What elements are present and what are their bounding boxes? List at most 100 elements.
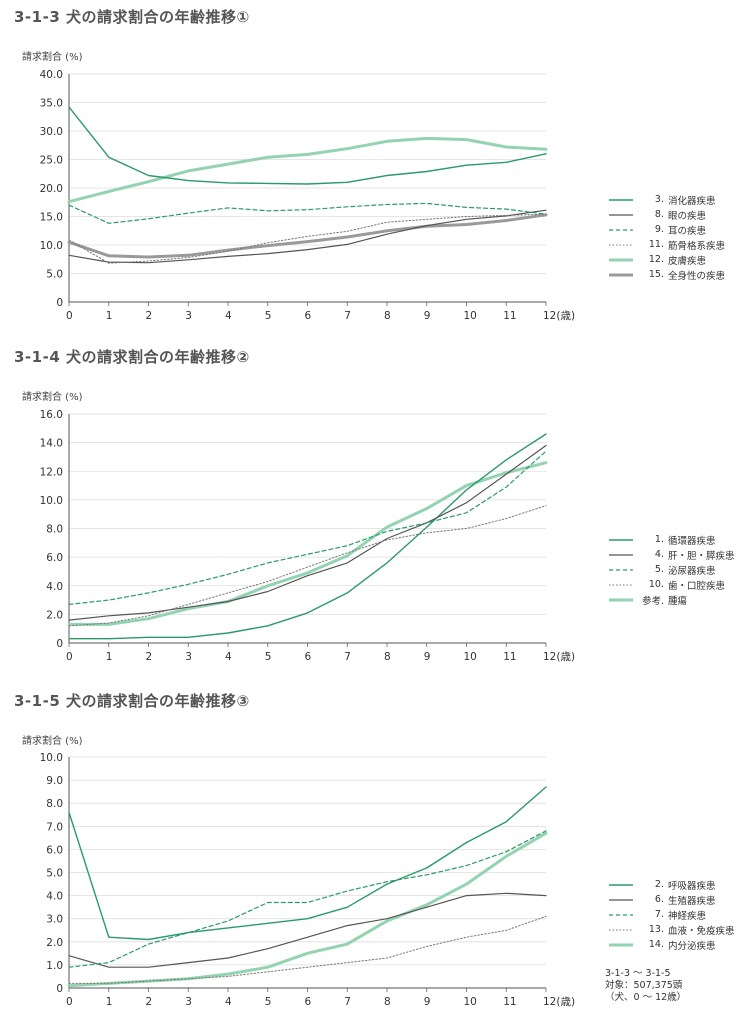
legend-item: 8. 眼の疾患 [608, 207, 725, 222]
x-tick-label: 11 [503, 651, 516, 663]
x-tick-label: 6 [305, 651, 312, 663]
legend: 2. 呼吸器疾患 6. 生殖器疾患 7. 神経疾患 13. 血液・免疫疾患 14. 内分泌疾患 [608, 877, 735, 952]
legend-number: 12. [648, 254, 664, 265]
y-tick-label: 4.0 [46, 891, 63, 903]
legend-swatch [609, 538, 633, 541]
legend-number: 10. [648, 579, 664, 590]
y-axis-label: 請求割合 (%) [22, 52, 83, 63]
x-tick-label: 6 [305, 310, 312, 322]
footnote: 3-1-3 ～ 3-1-5 対象：507,375頭 （犬、0 ～ 12歳） [605, 968, 686, 1004]
legend-item: 10. 歯・口腔疾患 [608, 577, 735, 592]
series-line [68, 209, 547, 264]
x-tick-label: 10 [464, 651, 477, 663]
y-tick-label: 25.0 [40, 155, 63, 167]
x-tick-label: 5 [265, 996, 272, 1008]
legend-swatch [609, 584, 633, 585]
legend-item: 11. 筋骨格系疾患 [608, 237, 725, 252]
legend-label: 呼吸器疾患 [668, 880, 716, 892]
y-tick-label: 12.0 [40, 466, 63, 478]
y-tick-label: 16.0 [40, 409, 63, 421]
y-tick-label: 15.0 [40, 212, 63, 224]
footnote-line: 対象：507,375頭 [605, 980, 683, 991]
legend-number: 7. [654, 909, 664, 920]
x-tick-label: 8 [384, 310, 391, 322]
x-tick-label: 0 [66, 996, 73, 1008]
y-tick-label: 0 [56, 297, 63, 309]
y-tick-label: 4.0 [46, 581, 63, 593]
line-chart: 0 1.0 2.0 3.0 4.0 5.0 6.0 7.0 8.0 9.0 10.0 0 1 2 3 4 5 6 7… [40, 752, 575, 1008]
legend-item: 5. 泌尿器疾患 [608, 562, 735, 577]
legend-label: 神経疾患 [668, 910, 707, 922]
y-tick-label: 14.0 [40, 438, 63, 450]
x-tick-label: 11 [503, 310, 516, 322]
chart-title: 3-1-3 犬の請求割合の年齢推移① [14, 8, 250, 26]
x-tick-label: 7 [344, 996, 351, 1008]
x-tick-label: 8 [384, 651, 391, 663]
y-tick-label: 6.0 [46, 844, 63, 856]
legend-number: 4. [654, 549, 664, 560]
legend-swatch [609, 943, 633, 946]
x-tick-label: 6 [305, 996, 312, 1008]
legend: 3. 消化器疾患 8. 眼の疾患 9. 耳の疾患 11. 筋骨格系疾患 12. 皮膚疾患 15. 全身… [608, 192, 725, 282]
series-line [68, 830, 547, 968]
legend-item: 6. 生殖器疾患 [608, 892, 735, 907]
series-line [68, 213, 547, 264]
legend-number: 5. [654, 564, 664, 575]
x-tick-label: 11 [503, 996, 516, 1008]
x-tick-label: 4 [225, 651, 232, 663]
series-line [68, 444, 547, 621]
y-tick-label: 10.0 [40, 240, 63, 252]
legend-label: 循環器疾患 [668, 535, 716, 547]
x-tick-label: 2 [146, 310, 153, 322]
legend-swatch [609, 228, 633, 231]
footnote-line: （犬、0 ～ 12歳） [605, 992, 687, 1003]
line-chart: 0 2.0 4.0 6.0 8.0 10.0 12.0 14.0 16.0 0 1 2 3 4 5 6 7 8 9 1… [40, 409, 575, 663]
legend-number: 14. [648, 939, 664, 950]
line-chart: 0 5.0 10.0 15.0 20.0 25.0 30.0 35.0 40.0 0 1 2 3 4 5 6 7… [40, 69, 575, 322]
legend-label: 歯・口腔疾患 [668, 580, 726, 592]
legend-number: 1. [654, 534, 664, 545]
legend-swatch [609, 883, 633, 886]
series-line [68, 202, 547, 224]
legend-label: 泌尿器疾患 [668, 565, 716, 577]
legend-swatch [609, 553, 633, 556]
legend-item: 7. 神経疾患 [608, 907, 735, 922]
legend-label: 全身性の疾患 [668, 270, 726, 282]
footnote-line: 3-1-3 ～ 3-1-5 [605, 968, 671, 979]
legend-swatch [609, 598, 633, 601]
legend-label: 生殖器疾患 [668, 895, 716, 907]
x-tick-label: 9 [424, 651, 431, 663]
series-line [67, 136, 548, 204]
y-tick-label: 40.0 [40, 69, 63, 81]
series-line [68, 433, 547, 640]
y-tick-label: 10.0 [40, 495, 63, 507]
x-tick-label: 0 [66, 651, 73, 663]
chart-title: 3-1-4 犬の請求割合の年齢推移② [14, 348, 250, 366]
x-tick-label: 1 [106, 996, 113, 1008]
legend: 1. 循環器疾患 4. 肝・胆・膵疾患 5. 泌尿器疾患 10. 歯・口腔疾患 参考. 腫瘍 [608, 532, 735, 607]
chart-title: 3-1-5 犬の請求割合の年齢推移③ [14, 692, 250, 710]
legend-label: 消化器疾患 [668, 195, 716, 207]
x-tick-label: 3 [185, 996, 192, 1008]
x-tick-label: 8 [384, 996, 391, 1008]
legend-item: 3. 消化器疾患 [608, 192, 725, 207]
legend-label: 筋骨格系疾患 [668, 240, 726, 252]
legend-item: 13. 血液・免疫疾患 [608, 922, 735, 937]
y-tick-label: 5.0 [46, 269, 63, 281]
x-tick-label: 3 [185, 310, 192, 322]
x-tick-label: 12(歳) [543, 651, 575, 663]
x-tick-label: 2 [146, 651, 153, 663]
x-tick-label: 5 [265, 310, 272, 322]
y-tick-label: 0 [56, 638, 63, 650]
legend-item: 9. 耳の疾患 [608, 222, 725, 237]
series-line [67, 461, 548, 626]
x-tick-label: 0 [66, 310, 73, 322]
x-tick-label: 12(歳) [543, 996, 575, 1008]
legend-label: 皮膚疾患 [668, 255, 707, 267]
x-tick-label: 12(歳) [543, 310, 575, 322]
legend-item: 4. 肝・胆・膵疾患 [608, 547, 735, 562]
legend-number: 15. [648, 269, 664, 280]
legend-number: 9. [654, 224, 664, 235]
legend-number: 参考. [641, 595, 664, 607]
